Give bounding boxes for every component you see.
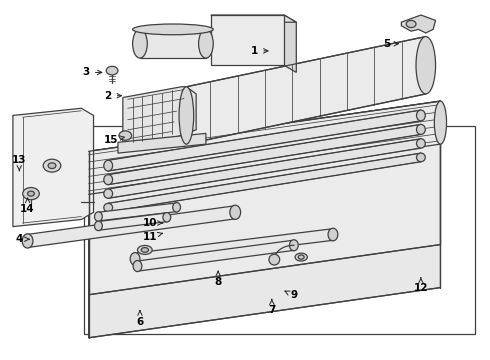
Polygon shape: [118, 134, 206, 153]
Polygon shape: [211, 15, 296, 22]
Polygon shape: [89, 144, 441, 338]
Polygon shape: [401, 15, 436, 33]
Circle shape: [23, 188, 39, 200]
Ellipse shape: [133, 261, 142, 271]
Ellipse shape: [298, 255, 304, 259]
Ellipse shape: [416, 37, 436, 94]
Polygon shape: [140, 30, 206, 58]
Polygon shape: [108, 110, 421, 171]
Polygon shape: [108, 139, 421, 198]
Polygon shape: [134, 229, 334, 265]
Ellipse shape: [328, 228, 338, 241]
Ellipse shape: [290, 240, 298, 251]
Ellipse shape: [138, 246, 152, 255]
Polygon shape: [211, 15, 284, 65]
Ellipse shape: [295, 253, 307, 261]
Ellipse shape: [95, 221, 102, 231]
Circle shape: [119, 131, 132, 140]
Polygon shape: [186, 37, 426, 144]
Polygon shape: [123, 87, 196, 144]
Text: 13: 13: [12, 155, 26, 171]
Circle shape: [48, 163, 56, 168]
Ellipse shape: [95, 212, 102, 221]
Text: 1: 1: [251, 46, 268, 56]
Circle shape: [406, 21, 416, 28]
Ellipse shape: [416, 153, 425, 162]
Text: 7: 7: [268, 299, 275, 315]
Polygon shape: [98, 203, 177, 221]
Ellipse shape: [230, 205, 241, 219]
Ellipse shape: [141, 248, 148, 252]
Polygon shape: [136, 240, 295, 271]
Polygon shape: [26, 206, 237, 247]
Ellipse shape: [104, 175, 113, 185]
Polygon shape: [98, 213, 168, 230]
Text: 8: 8: [215, 271, 222, 287]
Ellipse shape: [104, 160, 113, 171]
Ellipse shape: [130, 253, 140, 265]
Polygon shape: [89, 101, 441, 295]
Ellipse shape: [269, 254, 280, 265]
Ellipse shape: [163, 212, 171, 222]
Text: 6: 6: [136, 311, 144, 327]
Ellipse shape: [22, 234, 33, 248]
Polygon shape: [108, 125, 421, 185]
Polygon shape: [89, 101, 441, 194]
Ellipse shape: [198, 30, 213, 58]
Text: 2: 2: [104, 91, 122, 101]
Polygon shape: [13, 108, 94, 226]
Ellipse shape: [179, 87, 194, 144]
Ellipse shape: [416, 110, 425, 121]
Text: 14: 14: [20, 198, 35, 215]
Ellipse shape: [416, 125, 425, 134]
Ellipse shape: [104, 203, 113, 212]
Circle shape: [43, 159, 61, 172]
Ellipse shape: [133, 24, 213, 35]
Ellipse shape: [133, 30, 147, 58]
Text: 9: 9: [285, 291, 297, 301]
Ellipse shape: [434, 101, 446, 144]
Text: 15: 15: [103, 135, 124, 145]
Text: 5: 5: [383, 39, 398, 49]
Ellipse shape: [416, 139, 425, 148]
Bar: [84, 126, 475, 334]
Ellipse shape: [172, 203, 180, 212]
Text: 3: 3: [83, 67, 102, 77]
Circle shape: [106, 66, 118, 75]
Text: 12: 12: [414, 278, 428, 293]
Text: 11: 11: [143, 232, 163, 242]
Circle shape: [27, 191, 34, 196]
Polygon shape: [284, 15, 296, 72]
Text: 4: 4: [16, 234, 29, 244]
Text: 10: 10: [143, 218, 163, 228]
Ellipse shape: [104, 189, 113, 198]
Polygon shape: [108, 153, 421, 212]
